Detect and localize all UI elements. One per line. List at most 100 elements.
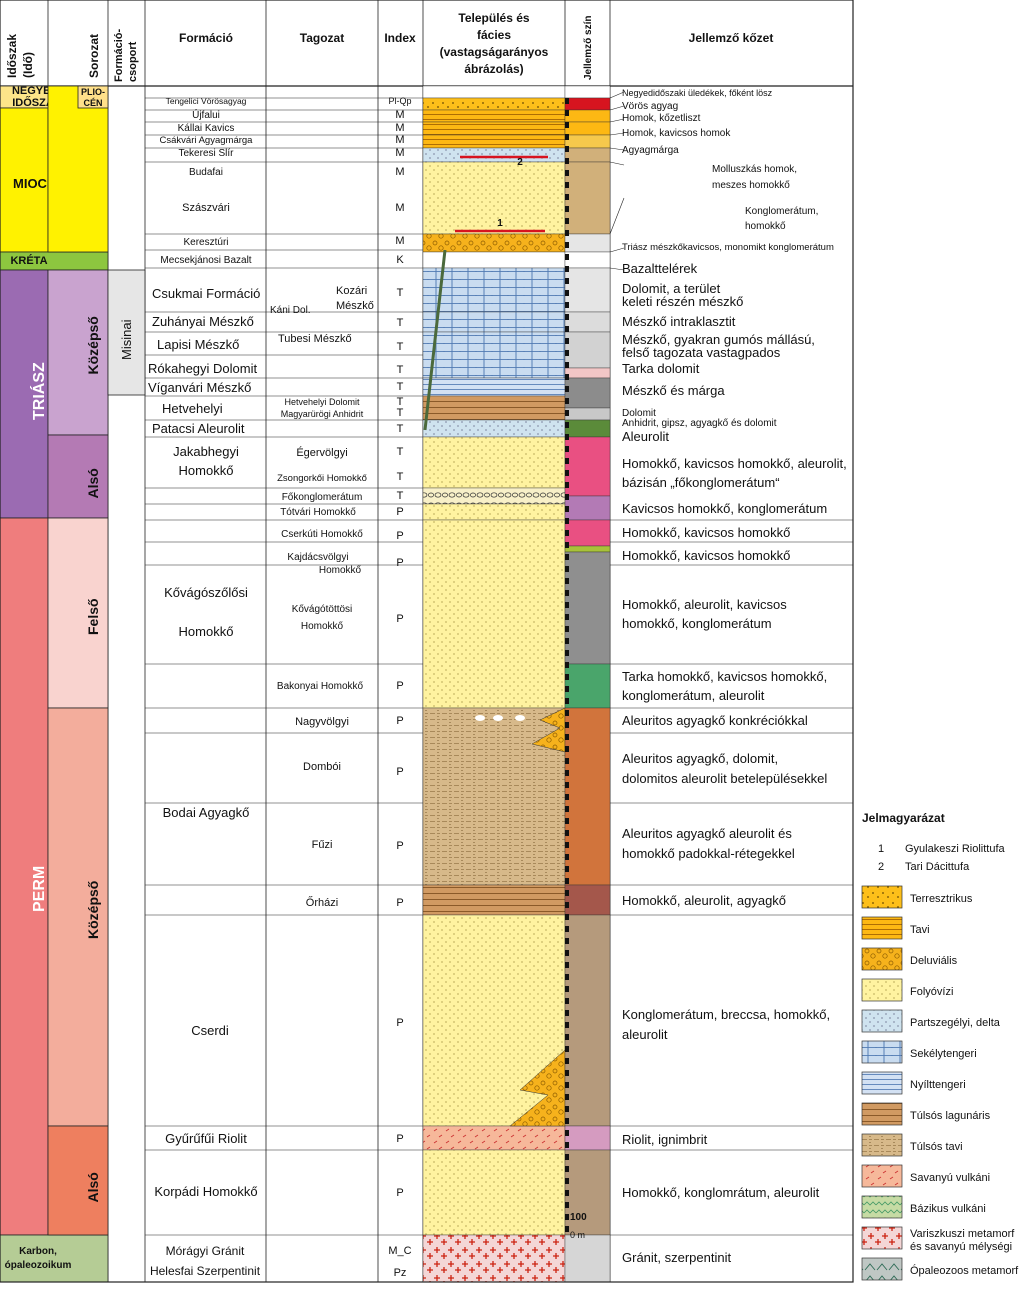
scale-tick <box>565 422 569 428</box>
series-label: PLIO- <box>81 87 105 97</box>
color-swatch <box>564 251 611 269</box>
formation-kovago: Kővágószőlősi <box>164 585 248 600</box>
scale-tick <box>565 722 569 728</box>
formation-rokahegy: Rókahegyi Dolomit <box>148 361 257 376</box>
rock-r22b: homokkő, konglomerátum <box>622 616 772 631</box>
series-label: CÉN <box>83 98 102 108</box>
legend-swatch-tavi <box>861 916 903 940</box>
basalt-dike <box>423 249 447 431</box>
connector <box>609 147 625 151</box>
header-row <box>0 0 854 87</box>
formation-csakvari: Csákvári Agyagmárga <box>160 135 254 146</box>
concretion <box>493 715 503 721</box>
index-keresztur: M <box>395 235 404 247</box>
member-fuzi: Fűzi <box>312 839 333 851</box>
color-swatch <box>564 914 611 1127</box>
member-egervolgy: Égervölgyi <box>296 446 347 459</box>
color-swatch <box>564 97 611 111</box>
scale-tick <box>565 374 569 380</box>
legend-label-terr: Terresztrikus <box>910 893 973 905</box>
formation-ujfalui: Újfalui <box>192 108 220 121</box>
scale-tick <box>565 1142 569 1148</box>
scale-tick <box>565 362 569 368</box>
scale-tick <box>565 806 569 812</box>
member-cserkut: Cserkúti Homokkő <box>281 529 363 540</box>
scale-tick <box>565 566 569 572</box>
header-tagozat: Tagozat <box>300 31 344 45</box>
scale-tick <box>565 254 569 260</box>
connector <box>609 105 625 111</box>
scale-tick <box>565 1190 569 1196</box>
legend-label-tavi: Tavi <box>910 924 930 936</box>
color-swatch <box>564 551 611 665</box>
scale-tick <box>565 890 569 896</box>
rock-r29: Riolit, ignimbrit <box>622 1132 708 1147</box>
formation-korpad: Korpádi Homokkő <box>154 1184 257 1199</box>
scale-tick <box>565 1154 569 1160</box>
index-dombo: P <box>396 766 403 778</box>
index-nagyvolgy: P <box>396 715 403 727</box>
facies-layer <box>422 503 566 521</box>
rock-r26b: homokkő padokkal-rétegekkel <box>622 846 795 861</box>
facies-layer <box>422 1125 566 1151</box>
index-tengelici: Pl-Qp <box>388 96 411 106</box>
facies-layer <box>422 436 566 489</box>
rock-r14: Mészkő és márga <box>622 383 725 398</box>
formation-szaszvari: Szászvári <box>182 202 230 214</box>
scale-tick <box>565 458 569 464</box>
member-bakonya: Bakonyai Homokkő <box>277 681 364 692</box>
index-ujfalui: M <box>395 109 404 121</box>
facies-layer <box>422 707 566 886</box>
member-dombo: Dombói <box>303 761 341 773</box>
scale-tick <box>565 878 569 884</box>
index-bakonya: P <box>396 680 403 692</box>
rock-r6a: Molluszkás homok, <box>712 164 797 175</box>
series-triasz_also <box>47 434 109 519</box>
facies-layer <box>422 311 566 333</box>
series-perm_kozepso <box>47 707 109 1127</box>
legend-swatch-bazi <box>861 1195 903 1219</box>
period-miocen <box>0 107 49 253</box>
tuff-marker-2: 2 <box>517 157 523 168</box>
scale-tick <box>565 1010 569 1016</box>
index-mecsek: K <box>396 254 404 266</box>
facies-layer <box>422 147 566 163</box>
scale-tick <box>565 182 569 188</box>
header-index: Index <box>384 31 416 45</box>
facies-layer <box>422 109 566 123</box>
scale-tick <box>565 854 569 860</box>
color-swatch <box>564 311 611 333</box>
rock-r7a: Konglomerátum, <box>745 206 818 217</box>
rock-r28a: Konglomerátum, breccsa, homokkő, <box>622 1007 830 1022</box>
scale-tick <box>565 950 569 956</box>
scale-tick <box>565 926 569 932</box>
facies-layer <box>422 884 566 916</box>
group-misinai <box>107 269 146 396</box>
scale-tick <box>565 1178 569 1184</box>
formation-tengelici: Tengelici Vörösagyag <box>166 96 247 106</box>
rock-r5: Agyagmárga <box>622 145 679 156</box>
scale-tick <box>565 1034 569 1040</box>
header-jellemzo: Jellemző kőzet <box>689 31 774 45</box>
rock-r19: Kavicsos homokkő, konglomerátum <box>622 501 827 516</box>
formation-helesfa: Helesfai Szerpentinit <box>150 1264 261 1278</box>
scale-tick <box>565 686 569 692</box>
index-zsongorko: T <box>397 471 404 483</box>
legend-label-seke: Sekélytengeri <box>910 1048 977 1060</box>
formation-gyurufu: Gyűrűfűi Riolit <box>165 1131 247 1146</box>
scale-tick <box>565 770 569 776</box>
legend-swatch-tuls <box>861 1102 903 1126</box>
facies-layer <box>422 395 566 421</box>
scale-tick <box>565 1226 569 1232</box>
member-tubesi: Tubesi Mészkő <box>278 333 352 345</box>
legend-swatch-vari <box>861 1226 903 1250</box>
member-kajdacs: Kajdácsvölgyi <box>287 552 348 563</box>
scale-tick <box>565 734 569 740</box>
index-totvar: P <box>396 506 403 518</box>
scale-tick <box>565 410 569 416</box>
scale-tick <box>565 554 569 560</box>
scale-tick <box>565 122 569 128</box>
facies-layer <box>422 331 566 379</box>
color-swatch <box>564 495 611 521</box>
